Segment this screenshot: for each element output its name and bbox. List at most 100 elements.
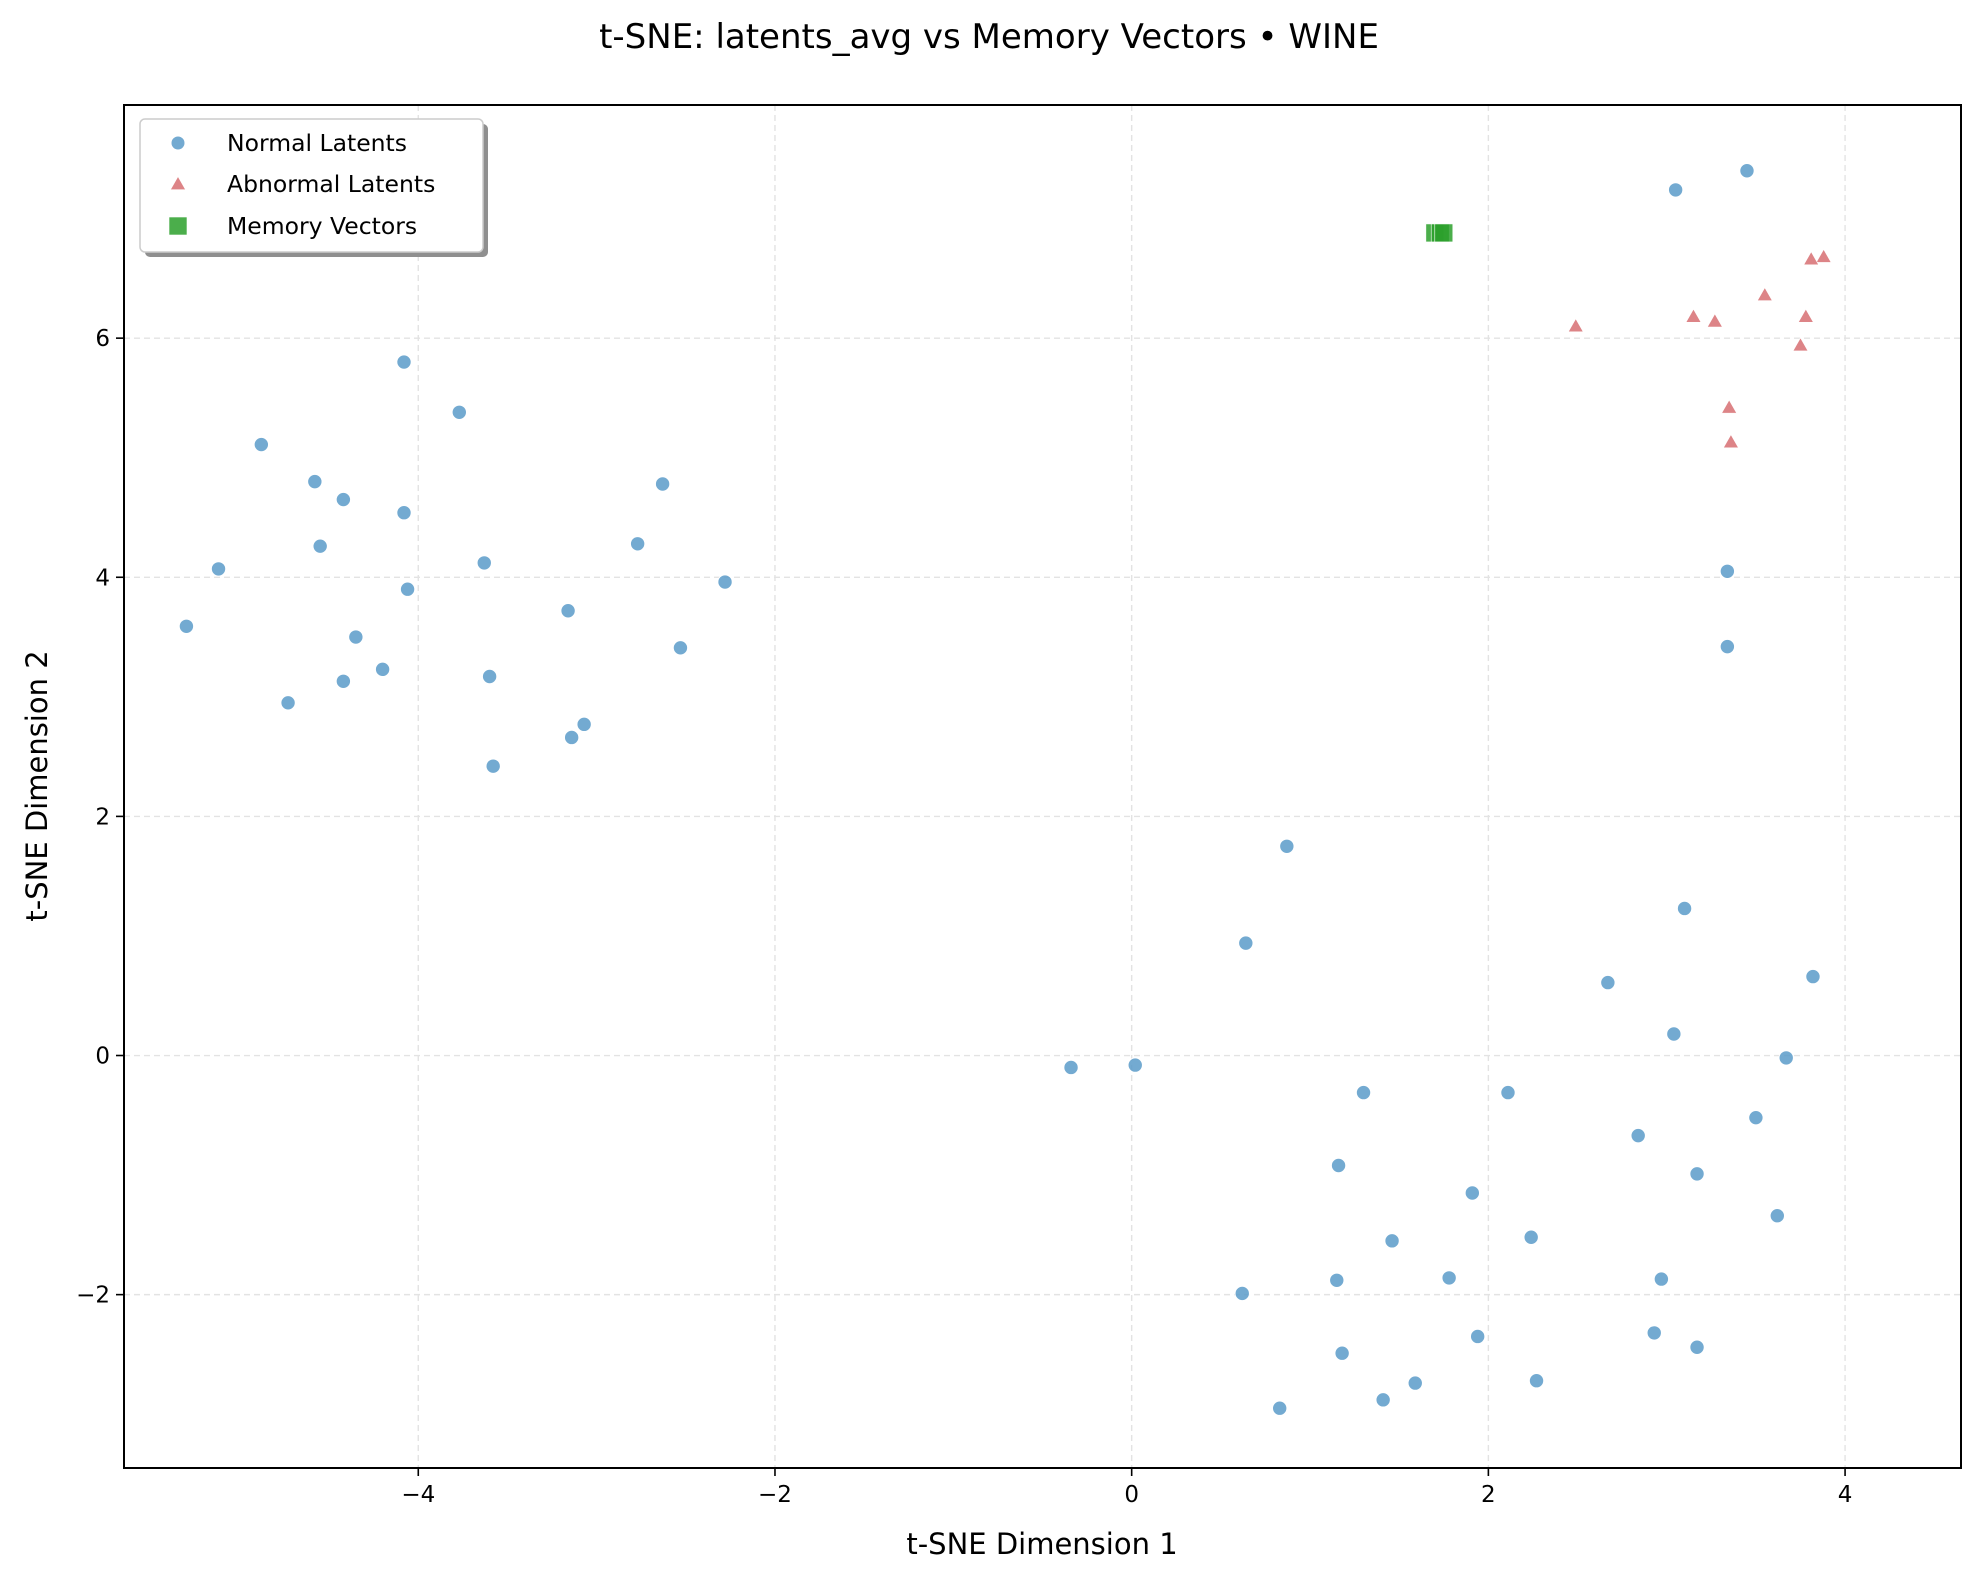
normal-latent-point [1739, 163, 1755, 179]
normal-latent-point [1646, 1325, 1662, 1341]
normal-latent-point [348, 629, 364, 645]
normal-latent-point [1063, 1059, 1079, 1076]
normal-latent-point [1330, 1157, 1347, 1174]
normal-latent-point [1500, 1084, 1516, 1101]
normal-latent-point [1234, 1285, 1250, 1302]
abnormal-latent-point [1706, 313, 1723, 328]
plot-background [124, 105, 1961, 1468]
normal-latent-point [481, 668, 498, 685]
x-axis: −4 −2 0 2 4 [401, 1468, 1852, 1508]
normal-latent-point [1689, 1339, 1705, 1355]
legend-label: Memory Vectors [227, 212, 417, 240]
legend-item: Normal Latents [170, 129, 407, 157]
y-tick-label: 4 [95, 565, 110, 591]
legend: Normal Latents Abnormal Latents Memory Vec… [139, 118, 488, 257]
abnormal-latent-point [1797, 308, 1814, 323]
y-tick-label: 2 [95, 804, 110, 830]
memory-vector-point [1434, 223, 1454, 243]
y-tick-label: −2 [76, 1283, 110, 1309]
normal-latent-point [1469, 1328, 1486, 1345]
normal-latent-point [1719, 638, 1736, 655]
abnormal-latent-point [1685, 308, 1702, 323]
normal-latent-point [396, 354, 412, 370]
x-tick-label: 0 [1124, 1482, 1139, 1508]
abnormal-latent-point [1803, 251, 1820, 266]
normal-latent-point [1355, 1084, 1372, 1101]
normal-latent-point [374, 661, 391, 678]
plot-frame [123, 104, 1962, 1469]
normal-latent-point [476, 555, 492, 571]
normal-latent-point [672, 640, 689, 656]
normal-latent-point [576, 716, 592, 733]
normal-latent-point [1384, 1233, 1400, 1249]
normal-latent-point [1689, 1166, 1705, 1182]
abnormal-latent-point [1567, 318, 1584, 333]
normal-latent-point [1666, 1026, 1682, 1042]
normal-latent-point [1523, 1229, 1539, 1245]
normal-latent-point [335, 673, 352, 689]
legend-marker-circle [170, 135, 186, 151]
normal-latent-point [178, 618, 195, 634]
x-tick-label: −4 [401, 1482, 435, 1508]
abnormal-latent-point [1756, 286, 1773, 302]
series-square [1425, 223, 1454, 243]
normal-latent-point [563, 729, 580, 746]
normal-latent-point [1653, 1271, 1670, 1287]
x-tick-label: −2 [758, 1482, 792, 1508]
data-points [178, 163, 1832, 1416]
normal-latent-point [654, 476, 671, 492]
legend-label: Abnormal Latents [227, 170, 435, 198]
normal-latent-point [396, 505, 412, 521]
normal-latent-point [307, 473, 323, 490]
normal-latent-point [1407, 1375, 1423, 1391]
normal-latent-point [1805, 968, 1821, 985]
abnormal-latent-point [1815, 248, 1832, 263]
abnormal-latent-point [1792, 337, 1809, 352]
y-axis: −2 0 2 4 6 [76, 326, 124, 1309]
abnormal-latent-point [1722, 434, 1739, 449]
plot-area [123, 104, 1962, 1469]
normal-latent-point [280, 695, 296, 711]
legend-item: Abnormal Latents [169, 170, 435, 198]
normal-latent-point [1464, 1185, 1481, 1201]
normal-latent-point [1769, 1208, 1786, 1224]
legend-items: Normal Latents Abnormal Latents Memory Vec… [168, 129, 435, 240]
y-tick-label: 0 [95, 1044, 110, 1070]
normal-latent-point [1676, 900, 1693, 917]
legend-marker-square [168, 216, 188, 236]
normal-latent-point [1667, 182, 1684, 198]
normal-latent-point [629, 536, 646, 552]
chart-title: t-SNE: latents_avg vs Memory Vectors • W… [599, 17, 1379, 57]
normal-latent-point [1441, 1270, 1457, 1286]
series-triangle [1567, 248, 1832, 449]
normal-latent-point [1630, 1127, 1646, 1144]
normal-latent-point [1778, 1050, 1794, 1066]
grid-lines [124, 105, 1961, 1468]
normal-latent-point [1127, 1057, 1143, 1073]
normal-latent-point [1600, 974, 1616, 991]
normal-latent-point [1719, 563, 1736, 579]
normal-latent-point [210, 561, 227, 577]
normal-latent-point [312, 538, 328, 554]
normal-latent-point [253, 436, 270, 453]
normal-latent-point [560, 603, 576, 619]
normal-latent-point [1279, 838, 1295, 854]
normal-latent-point [335, 491, 352, 508]
normal-latent-point [1329, 1272, 1345, 1288]
normal-latent-point [485, 758, 501, 774]
normal-latent-point [717, 574, 733, 590]
y-axis-label: t-SNE Dimension 2 [20, 650, 54, 921]
normal-latent-point [1334, 1345, 1350, 1361]
series-circle [178, 163, 1821, 1416]
normal-latent-point [1528, 1373, 1545, 1389]
legend-box [139, 118, 484, 253]
normal-latent-point [1272, 1400, 1288, 1416]
normal-latent-point [399, 581, 416, 597]
abnormal-latent-point [1721, 399, 1738, 414]
x-tick-label: 4 [1838, 1482, 1853, 1508]
y-tick-label: 6 [95, 326, 110, 352]
x-axis-label: t-SNE Dimension 1 [906, 1527, 1177, 1561]
normal-latent-point [1375, 1392, 1391, 1408]
x-tick-label: 2 [1481, 1482, 1496, 1508]
